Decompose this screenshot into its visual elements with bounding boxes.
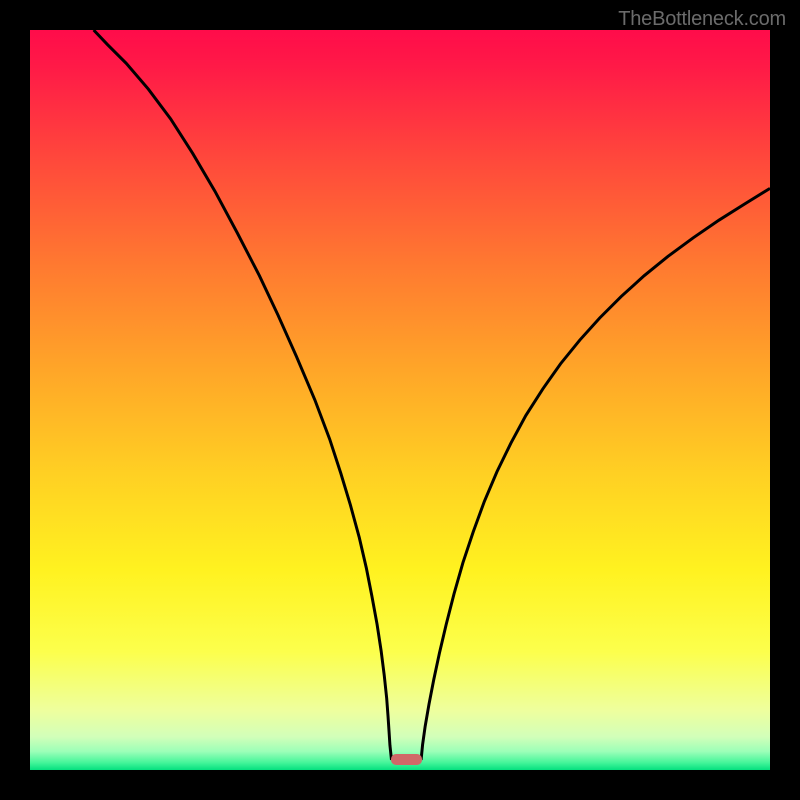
watermark-text: TheBottleneck.com: [618, 8, 786, 31]
curve-left-branch: [94, 30, 392, 760]
plot-area: [30, 30, 770, 770]
chart-frame: { "watermark": "TheBottleneck.com", "can…: [0, 0, 800, 800]
curve-right-branch: [421, 188, 770, 760]
optimal-marker: [391, 754, 422, 764]
curve-layer: [30, 30, 770, 770]
